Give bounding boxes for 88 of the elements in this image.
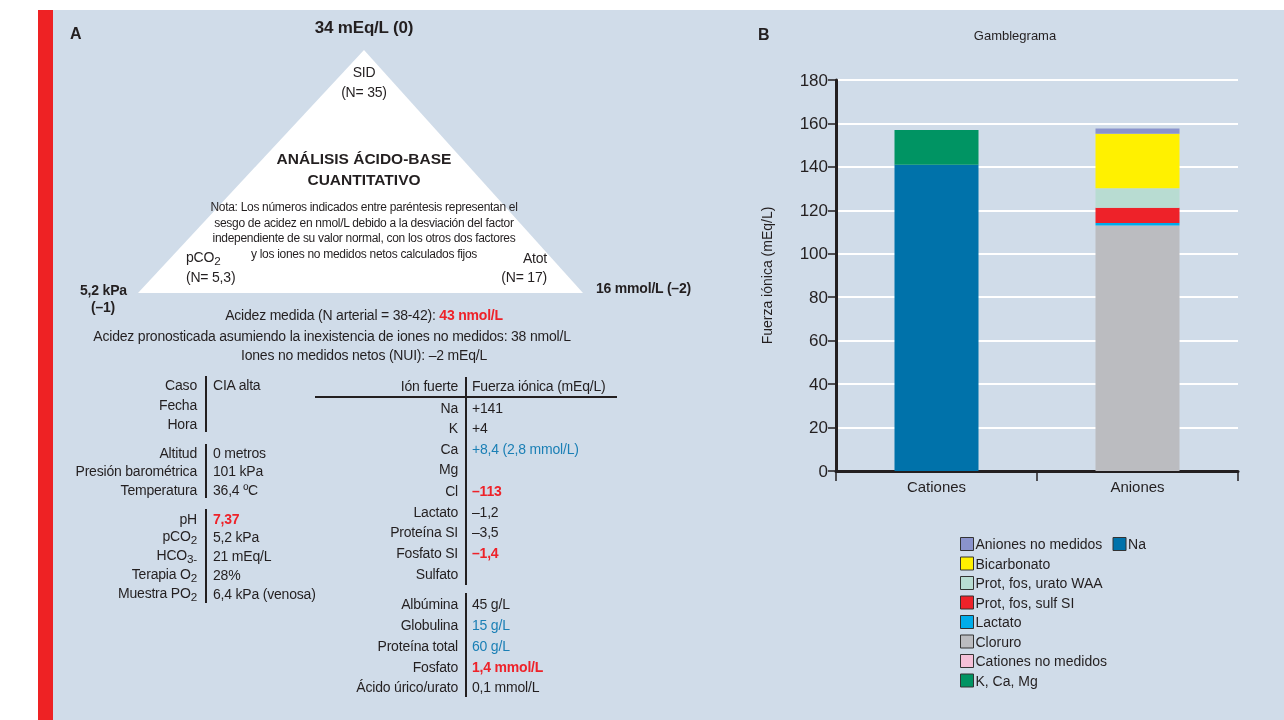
text: CIA alta (213, 377, 261, 393)
text: HCO$_{3-}$ (156, 546, 197, 566)
text: 0,1 mmol/L (472, 679, 540, 695)
text: Sulfato (415, 566, 458, 582)
text: 60 g/L (472, 638, 510, 654)
y-tick-label: 100 (799, 244, 828, 264)
text: +8,4 (2,8 mmol/L) (472, 441, 579, 457)
legend-label: Na (1128, 536, 1147, 552)
legend-label: Prot, fos, sulf SI (975, 594, 1075, 611)
text: Atot (522, 250, 547, 266)
text: Ión fuerte (400, 378, 458, 394)
text: Ca (440, 441, 458, 457)
text: –1,2 (472, 504, 499, 520)
y-tick-label: 0 (818, 461, 828, 481)
text: 1,4 mmol/L (472, 659, 544, 675)
text: pH (179, 511, 197, 527)
text: Presión barométrica (75, 463, 197, 479)
chart-title: Gamblegrama (973, 28, 1057, 43)
text: Mg (438, 461, 458, 477)
text: (N= 5,3) (186, 269, 236, 285)
text: Proteína SI (390, 524, 458, 540)
text: 36,4 ºC (213, 482, 258, 498)
text: Fosfato (412, 659, 458, 675)
text: 21 mEq/L (213, 548, 272, 564)
text: Ácido úrico/urato (356, 679, 458, 695)
y-axis-title: Fuerza iónica (mEq/L) (759, 206, 775, 345)
text: (–1) (90, 299, 116, 315)
text: Na (440, 400, 458, 416)
text: Fecha (159, 397, 197, 413)
text: 15 g/L (472, 617, 510, 633)
y-tick-label: 60 (809, 331, 828, 351)
text: (N= 17) (501, 269, 547, 285)
text: 101 kPa (213, 463, 263, 479)
text: Globulina (400, 617, 458, 633)
text: Terapia O$_{2}$ (131, 565, 197, 585)
y-tick-label: 140 (799, 157, 828, 177)
text: Acidez medida (N arterial = 38-42): (225, 307, 437, 323)
text: Albúmina (401, 596, 458, 612)
text: Proteína total (377, 638, 458, 654)
text: 16 mmol/L (–2) (596, 280, 691, 296)
text: (N= 35) (341, 84, 387, 100)
legend-label: Lactato (975, 614, 1022, 630)
text: Fosfato SI (396, 545, 458, 561)
text: pCO$_{2}$ (186, 248, 221, 268)
text: –1,4 (472, 545, 499, 561)
legend-label: Bicarbonato (975, 555, 1051, 572)
text: Acidez pronosticada asumiendo la inexistencia de iones no medidos: 38 nmol/L (93, 328, 571, 344)
y-tick-label: 120 (799, 200, 828, 220)
text: 28% (213, 567, 241, 583)
y-tick-label: 160 (799, 113, 828, 133)
text: Fuerza iónica (mEq/L) (472, 378, 606, 394)
text: 0 metros (213, 445, 266, 461)
legend-label: Prot, fos, urato WAA (975, 575, 1104, 591)
text: 7,37 (213, 511, 240, 527)
x-tick-label: Aniones (1110, 478, 1165, 495)
text: Lactato (413, 504, 458, 520)
y-tick-label: 20 (809, 418, 828, 438)
y-tick-label: 180 (799, 70, 828, 90)
y-tick-label: 80 (809, 287, 828, 307)
text: SID (352, 64, 376, 80)
legend-label: Cationes no medidos (975, 653, 1108, 669)
text: Temperatura (120, 482, 197, 498)
text: 34 mEq/L (0) (314, 18, 414, 37)
text: 45 g/L (472, 596, 510, 612)
text: +141 (472, 400, 503, 416)
text: 6,4 kPa (venosa) (213, 586, 316, 602)
text: Muestra PO$_{2}$ (118, 584, 197, 604)
legend-label: Aniones no medidos (975, 536, 1103, 552)
text: 5,2 kPa (80, 282, 127, 298)
text: Altitud (159, 445, 197, 461)
text: 5,2 kPa (213, 529, 260, 545)
x-tick-label: Cationes (906, 478, 967, 495)
text: B (758, 25, 770, 43)
text: –113 (472, 483, 502, 499)
text: Cl (445, 483, 458, 499)
legend-label: K, Ca, Mg (975, 672, 1038, 689)
text: Hora (167, 416, 197, 432)
text: –3,5 (472, 524, 499, 540)
text: Iones no medidos netos (NUI): –2 mEq/L (240, 347, 488, 363)
text: +4 (472, 420, 488, 436)
text: 43 nmol/L (439, 307, 503, 323)
text: pCO$_{2}$ (162, 527, 197, 547)
legend-label: Cloruro (975, 633, 1022, 650)
text: ANÁLISIS ÁCIDO-BASE CUANTITATIVO (275, 149, 453, 190)
text: A (70, 25, 82, 42)
text: K (448, 420, 458, 436)
text: Caso (165, 377, 197, 393)
y-tick-label: 40 (809, 374, 828, 394)
